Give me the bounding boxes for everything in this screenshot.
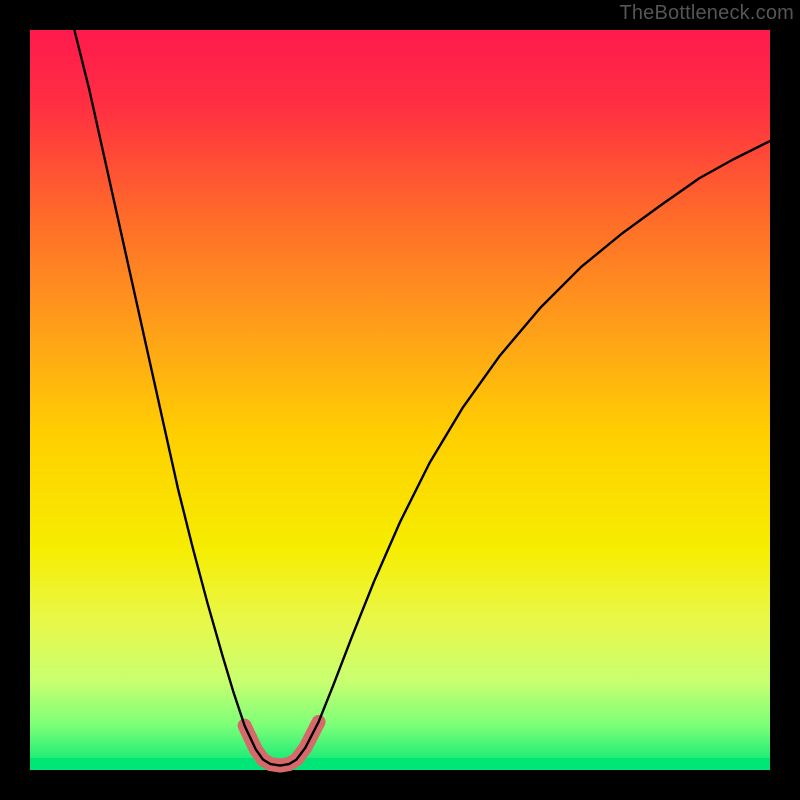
plot-background [30,30,770,770]
bottom-green-band [30,758,770,770]
chart-frame: TheBottleneck.com [0,0,800,800]
bottleneck-chart [0,0,800,800]
watermark-text: TheBottleneck.com [619,2,794,25]
